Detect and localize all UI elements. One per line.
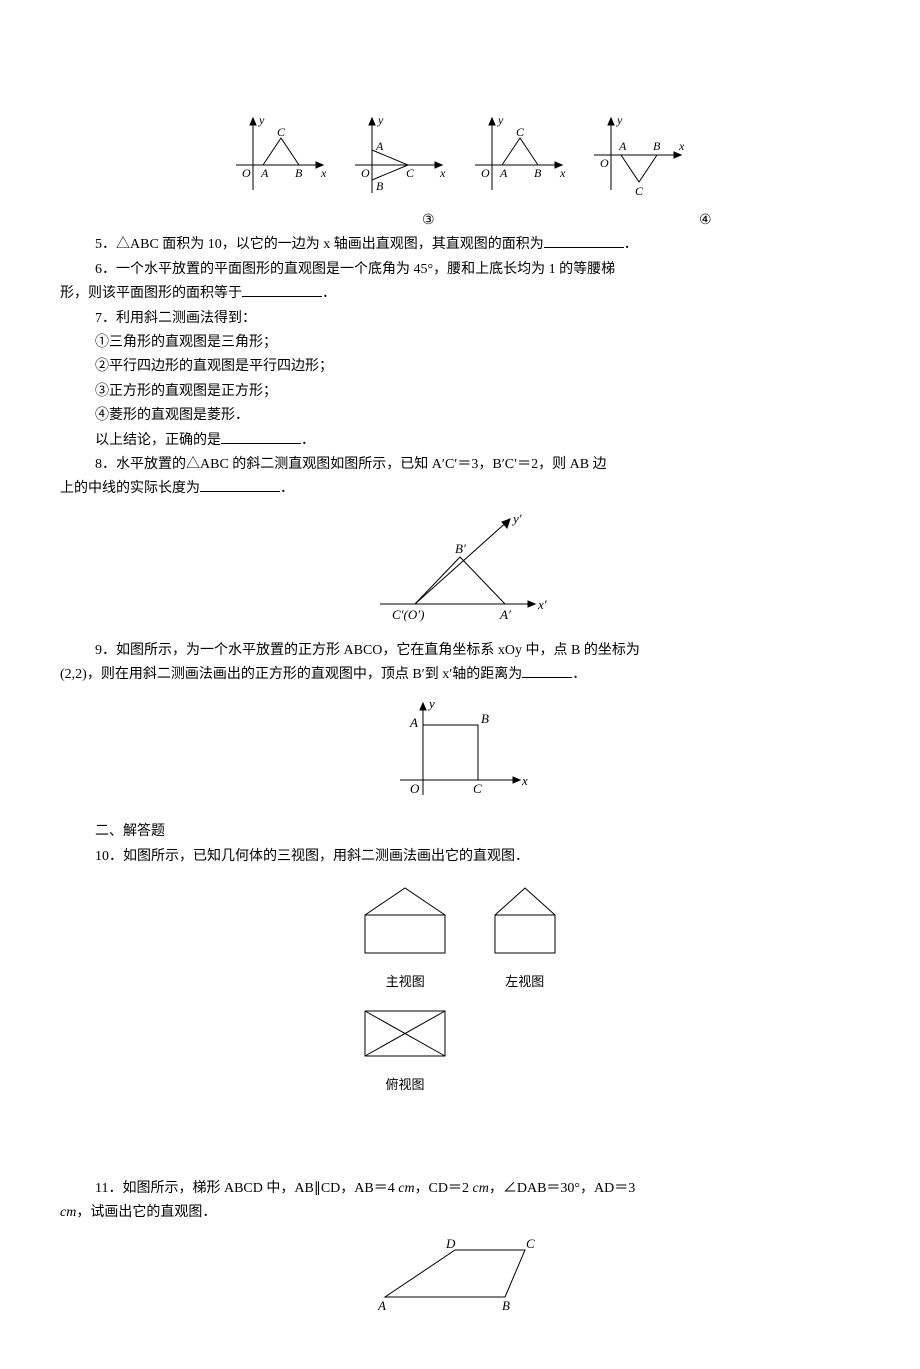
svg-text:A: A (618, 139, 627, 153)
q8-figure: y′ x′ B′ C′(O′) A′ (60, 509, 860, 632)
q5-blank (544, 234, 624, 248)
q11-label-C: C (526, 1236, 535, 1251)
q5: 5．△ABC 面积为 10，以它的一边为 x 轴画出直观图，其直观图的面积为 ． (60, 234, 860, 256)
top-view-label: 俯视图 (348, 1075, 462, 1096)
figure-row-labels: ③ ④ (60, 210, 860, 232)
q10-three-views: 主视图 左视图 俯视图 (60, 878, 860, 1098)
q10-text: 10．如图所示，已知几何体的三视图，用斜二测画法画出它的直观图． (60, 846, 860, 868)
svg-text:y: y (497, 113, 504, 127)
q7-tail: 以上结论，正确的是 ． (60, 430, 860, 452)
q9-line2-suf: ． (572, 667, 586, 682)
q11-line2-suf: ，试画出它的直观图． (76, 1205, 216, 1220)
section-2-header: 二、解答题 (60, 821, 860, 843)
q8-label-Cp: C′(O′) (392, 607, 424, 622)
label-circled-3: ③ (348, 210, 508, 232)
svg-text:x: x (559, 166, 566, 180)
q9-label-x: x (521, 773, 528, 788)
figure-circled-4: y x O A B C (589, 110, 689, 200)
q7-head: 7．利用斜二测画法得到： (60, 308, 860, 330)
q11-line1: 11．如图所示，梯形 ABCD 中，AB∥CD，AB＝4 cm，CD＝2 cm，… (60, 1178, 860, 1200)
q8-line1: 8．水平放置的△ABC 的斜二测直观图如图所示，已知 A′C′＝3，B′C′＝2… (60, 454, 860, 476)
label-circled-4: ④ (675, 210, 735, 232)
q7-item-4: ④菱形的直观图是菱形． (60, 405, 860, 427)
svg-text:x: x (439, 166, 446, 180)
q7-item-1: ①三角形的直观图是三角形； (60, 332, 860, 354)
front-view-label: 主视图 (348, 972, 462, 993)
svg-text:O: O (361, 166, 370, 180)
q9-label-y: y (427, 696, 435, 711)
q11-mid2: ，∠DAB＝30°，AD＝3 (489, 1181, 635, 1196)
svg-text:x: x (678, 139, 685, 153)
q5-text: 5．△ABC 面积为 10，以它的一边为 x 轴画出直观图，其直观图的面积为 (95, 237, 544, 252)
side-view-label: 左视图 (478, 972, 572, 993)
q8-label-yp: y′ (511, 511, 522, 526)
q7-tail-pre: 以上结论，正确的是 (95, 433, 221, 448)
svg-text:C: C (406, 166, 415, 180)
svg-text:x: x (320, 166, 327, 180)
q6-suffix: ． (322, 286, 336, 301)
front-view (350, 880, 460, 960)
svg-text:B: B (295, 166, 303, 180)
q8-label-xp: x′ (537, 597, 547, 612)
q9-label-C: C (473, 781, 482, 796)
svg-text:y: y (258, 113, 265, 127)
q8-line2-suf: ． (280, 481, 294, 496)
svg-text:C: C (516, 125, 525, 139)
svg-text:A: A (260, 166, 269, 180)
q11-label-A: A (377, 1298, 386, 1312)
svg-text:C: C (635, 184, 644, 198)
svg-text:C: C (277, 125, 286, 139)
q9-line2-pre: (2,2)，则在用斜二测画法画出的正方形的直观图中，顶点 B′到 x′轴的距离为 (60, 667, 522, 682)
q9-figure: y x O A B C (60, 695, 860, 813)
svg-text:A: A (499, 166, 508, 180)
q6-blank (242, 283, 322, 297)
q11-line2: cm，试画出它的直观图． (60, 1202, 860, 1224)
q11-figure: A B C D (60, 1232, 860, 1320)
q11-l1-a: 11．如图所示，梯形 ABCD 中，AB∥CD，AB＝4 (95, 1181, 398, 1196)
q8-label-Ap: A′ (499, 607, 511, 622)
q6-line2: 形，则该平面图形的面积等于 ． (60, 283, 860, 305)
q7-tail-suf: ． (301, 433, 315, 448)
q11-mid1: ，CD＝2 (415, 1181, 473, 1196)
q8-label-Bp: B′ (455, 541, 466, 556)
q4-figure-row: y x O A B C y x O A B C y x O A (60, 110, 860, 200)
q6-line1: 6．一个水平放置的平面图形的直观图是一个底角为 45°，腰和上底长均为 1 的等… (60, 259, 860, 281)
svg-text:y: y (616, 113, 623, 127)
q11-label-B: B (502, 1298, 510, 1312)
q8-line2: 上的中线的实际长度为 ． (60, 478, 860, 500)
svg-text:B: B (534, 166, 542, 180)
q11-em1: cm (398, 1181, 414, 1196)
svg-text:O: O (481, 166, 490, 180)
svg-text:O: O (242, 166, 251, 180)
q11-em2: cm (473, 1181, 489, 1196)
svg-text:A: A (375, 139, 384, 153)
svg-text:y: y (377, 113, 384, 127)
figure-circled-1: y x O A B C (231, 110, 331, 200)
svg-text:O: O (600, 156, 609, 170)
q9-blank (522, 664, 572, 678)
q8-line2-pre: 上的中线的实际长度为 (60, 481, 200, 496)
q9-label-B: B (481, 711, 489, 726)
q6-line2-pre: 形，则该平面图形的面积等于 (60, 286, 242, 301)
q7-item-3: ③正方形的直观图是正方形； (60, 381, 860, 403)
q8-blank (200, 478, 280, 492)
top-view (350, 1003, 460, 1063)
q7-blank (221, 430, 301, 444)
q11-line2-em: cm (60, 1205, 76, 1220)
q7-item-2: ②平行四边形的直观图是平行四边形； (60, 356, 860, 378)
figure-circled-3: y x O A B C (470, 110, 570, 200)
q5-suffix: ． (624, 237, 638, 252)
figure-circled-2: y x O A B C (350, 110, 450, 200)
q9-line1: 9．如图所示，为一个水平放置的正方形 ABCO，它在直角坐标系 xOy 中，点 … (60, 640, 860, 662)
q11-label-D: D (445, 1236, 456, 1251)
side-view (480, 880, 570, 960)
q9-label-O: O (410, 781, 420, 796)
q9-label-A: A (409, 715, 418, 730)
svg-text:B: B (376, 179, 384, 193)
svg-text:B: B (653, 139, 661, 153)
q9-line2: (2,2)，则在用斜二测画法画出的正方形的直观图中，顶点 B′到 x′轴的距离为… (60, 664, 860, 686)
